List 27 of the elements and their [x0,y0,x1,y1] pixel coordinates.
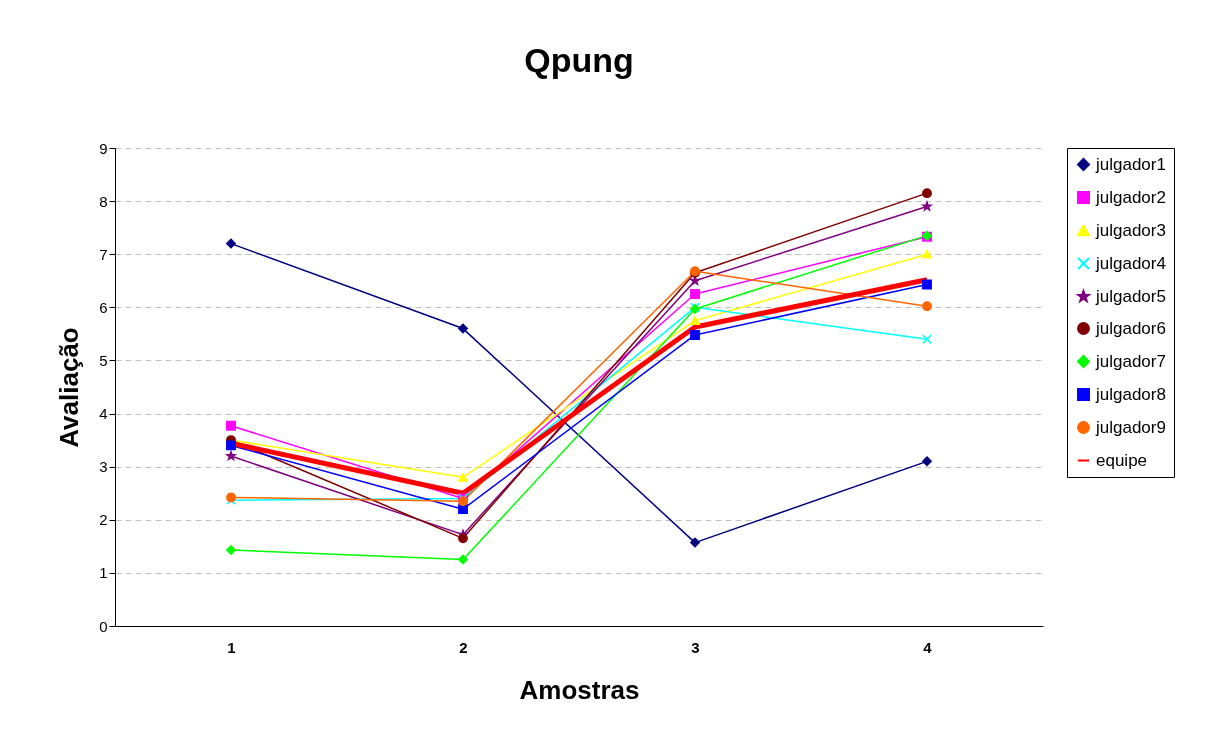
y-tick-label: 8 [99,192,108,210]
legend-label: julgador6 [1095,318,1166,338]
legend-label: julgador1 [1095,154,1166,174]
legend-label: equipe [1096,450,1148,470]
y-tick-label: 7 [99,245,108,263]
y-tick-label: 1 [99,564,108,582]
y-tick-label: 4 [99,405,108,423]
x-tick-label: 3 [691,638,700,656]
legend-label: julgador4 [1095,253,1166,273]
x-axis-title: Amostras [519,674,640,705]
x-tick-label: 1 [227,638,236,656]
x-tick-label: 2 [459,638,468,656]
y-tick-label: 6 [99,298,108,316]
y-axis-title: Avaliação [54,327,85,448]
legend-label: julgador8 [1095,384,1166,404]
x-tick-label: 4 [923,638,933,656]
y-tick-label: 2 [99,511,108,529]
y-tick-label: 9 [99,139,108,157]
legend-label: julgador2 [1095,187,1166,207]
chart-title: Qpung [524,41,634,79]
legend-label: julgador7 [1095,351,1166,371]
y-tick-label: 3 [99,458,108,476]
y-tick-label: 5 [99,351,108,369]
y-tick-label: 0 [99,617,108,635]
legend-label: julgador5 [1095,286,1166,306]
legend-label: julgador3 [1095,220,1166,240]
legend-label: julgador9 [1095,417,1166,437]
